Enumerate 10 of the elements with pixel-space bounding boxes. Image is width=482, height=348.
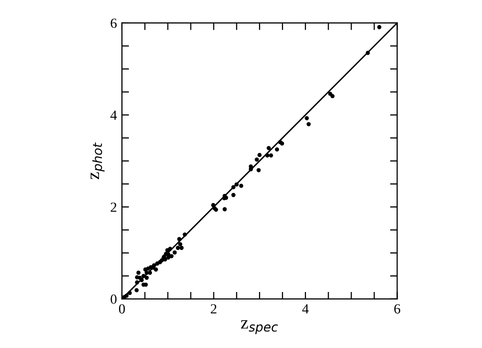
- x-tick-label: 6: [394, 304, 400, 314]
- y-tick-label: 0: [110, 294, 117, 304]
- x-tick-label: 4: [302, 304, 309, 314]
- y-axis-title: z$_{phot}$: [90, 142, 105, 180]
- x-tick-label: 0: [119, 304, 125, 314]
- x-tick-label: 2: [210, 304, 216, 314]
- y-tick-label: 2: [110, 202, 116, 212]
- y-tick-label: 4: [110, 110, 117, 120]
- x-axis-title: z$_{spec}$: [240, 320, 278, 334]
- y-tick-label: 6: [110, 18, 117, 28]
